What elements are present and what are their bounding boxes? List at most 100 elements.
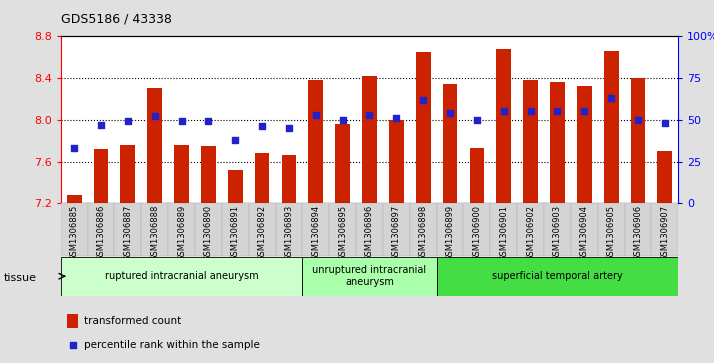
Bar xyxy=(523,80,538,203)
Point xyxy=(283,125,295,131)
Text: unruptured intracranial
aneurysm: unruptured intracranial aneurysm xyxy=(313,265,426,287)
Bar xyxy=(410,203,437,256)
Point xyxy=(95,122,106,128)
Text: superficial temporal artery: superficial temporal artery xyxy=(492,271,623,281)
Bar xyxy=(443,84,458,203)
Text: GSM1306887: GSM1306887 xyxy=(124,205,132,261)
Bar xyxy=(630,78,645,203)
Point xyxy=(633,117,644,123)
Bar xyxy=(383,203,410,256)
Bar xyxy=(544,203,571,256)
Bar xyxy=(248,203,276,256)
Text: percentile rank within the sample: percentile rank within the sample xyxy=(84,339,260,350)
Bar xyxy=(302,203,329,256)
Bar xyxy=(201,146,216,203)
Bar xyxy=(598,203,625,256)
Point xyxy=(310,112,321,118)
Bar xyxy=(362,76,377,203)
Bar xyxy=(604,51,618,203)
Point xyxy=(476,226,488,232)
Point xyxy=(149,114,161,119)
Bar xyxy=(571,203,598,256)
Point xyxy=(176,119,187,125)
Bar xyxy=(356,203,383,256)
Point xyxy=(229,137,241,143)
Point xyxy=(69,145,80,151)
Bar xyxy=(255,153,269,203)
Text: transformed count: transformed count xyxy=(84,316,181,326)
Point xyxy=(444,110,456,116)
Point xyxy=(471,117,483,123)
Bar xyxy=(550,82,565,203)
Bar xyxy=(61,203,88,256)
Point xyxy=(578,109,590,114)
Text: GSM1306905: GSM1306905 xyxy=(607,205,615,261)
Bar xyxy=(222,203,248,256)
Text: GSM1306890: GSM1306890 xyxy=(204,205,213,261)
Bar xyxy=(147,89,162,203)
Point xyxy=(337,117,348,123)
Point xyxy=(203,119,214,125)
Bar xyxy=(625,203,651,256)
Point xyxy=(418,97,429,103)
Bar xyxy=(88,203,114,256)
Text: GSM1306903: GSM1306903 xyxy=(553,205,562,261)
Text: GSM1306892: GSM1306892 xyxy=(258,205,266,261)
Bar xyxy=(141,203,168,256)
Text: GSM1306904: GSM1306904 xyxy=(580,205,589,261)
Bar xyxy=(174,145,189,203)
Point xyxy=(605,95,617,101)
Text: GSM1306885: GSM1306885 xyxy=(70,205,79,261)
Point xyxy=(525,109,536,114)
Point xyxy=(659,120,670,126)
Bar xyxy=(94,149,109,203)
Text: GSM1306895: GSM1306895 xyxy=(338,205,347,261)
Text: GSM1306888: GSM1306888 xyxy=(150,205,159,261)
Bar xyxy=(276,203,302,256)
Bar xyxy=(228,170,243,203)
Bar xyxy=(302,257,437,296)
Point xyxy=(256,123,268,129)
Bar xyxy=(470,148,484,203)
Bar xyxy=(67,314,78,328)
Text: tissue: tissue xyxy=(4,273,36,283)
Bar xyxy=(651,203,678,256)
Bar xyxy=(308,80,323,203)
Text: GSM1306907: GSM1306907 xyxy=(660,205,669,261)
Bar xyxy=(168,203,195,256)
Bar xyxy=(463,203,491,256)
Bar xyxy=(114,203,141,256)
Bar xyxy=(389,120,403,203)
Bar xyxy=(281,155,296,203)
Text: GSM1306893: GSM1306893 xyxy=(284,205,293,261)
Bar xyxy=(61,257,302,296)
Text: GDS5186 / 43338: GDS5186 / 43338 xyxy=(61,13,171,26)
Text: GSM1306889: GSM1306889 xyxy=(177,205,186,261)
Bar xyxy=(577,86,592,203)
Point xyxy=(391,115,402,121)
Text: GSM1306891: GSM1306891 xyxy=(231,205,240,261)
Bar xyxy=(496,49,511,203)
Text: GSM1306897: GSM1306897 xyxy=(392,205,401,261)
Point xyxy=(552,109,563,114)
Bar xyxy=(336,124,350,203)
Point xyxy=(122,119,134,125)
Bar xyxy=(329,203,356,256)
Text: GSM1306901: GSM1306901 xyxy=(499,205,508,261)
Bar xyxy=(517,203,544,256)
Bar xyxy=(121,145,135,203)
Bar xyxy=(66,195,81,203)
Text: GSM1306898: GSM1306898 xyxy=(418,205,428,261)
Point xyxy=(363,112,375,118)
Bar xyxy=(437,257,678,296)
Text: GSM1306899: GSM1306899 xyxy=(446,205,455,261)
Bar xyxy=(491,203,517,256)
Bar xyxy=(195,203,222,256)
Text: GSM1306906: GSM1306906 xyxy=(633,205,643,261)
Text: GSM1306894: GSM1306894 xyxy=(311,205,321,261)
Point xyxy=(498,109,510,114)
Text: GSM1306896: GSM1306896 xyxy=(365,205,374,261)
Bar xyxy=(416,52,431,203)
Text: GSM1306900: GSM1306900 xyxy=(473,205,481,261)
Text: GSM1306886: GSM1306886 xyxy=(96,205,106,261)
